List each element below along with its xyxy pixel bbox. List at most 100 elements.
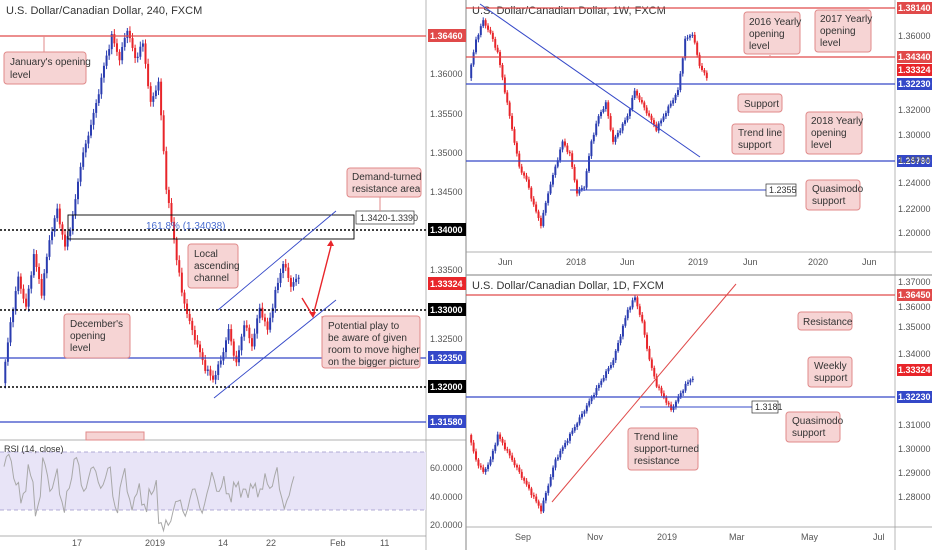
d-level-3223-value: 1.32230: [898, 392, 931, 402]
d-y-tick-7: 1.28000: [898, 492, 931, 502]
left-candle: [22, 288, 25, 299]
left-candle: [71, 215, 74, 231]
left-y-tick-3: 1.34500: [430, 187, 463, 197]
weekly-candle: [479, 26, 482, 35]
dec-open-line-1: December's: [70, 319, 123, 330]
weekly-candle: [700, 65, 703, 70]
left-candle: [209, 369, 212, 376]
left-candle: [126, 30, 129, 38]
weekly-candle: [648, 113, 651, 116]
daily-candle: [612, 360, 615, 366]
d-level-3332-value: 1.33324: [898, 365, 931, 375]
daily-candle: [624, 318, 627, 326]
left-candle: [92, 112, 95, 125]
left-candle: [297, 277, 300, 279]
weekly-candle: [633, 90, 636, 98]
weekly-candle: [527, 179, 530, 188]
left-candle: [89, 124, 92, 136]
w-level-2579-tag: [897, 155, 932, 167]
left-candle: [136, 56, 139, 58]
left-candle: [243, 325, 246, 337]
daily-candle: [636, 297, 639, 307]
daily-title: U.S. Dollar/Canadian Dollar, 1D, FXCM: [472, 280, 664, 292]
weekly-candle: [554, 166, 557, 175]
daily-candle: [573, 427, 576, 431]
left-candle: [279, 273, 282, 283]
left-candle: [25, 298, 28, 307]
left-title: U.S. Dollar/Canadian Dollar, 240, FXCM: [6, 5, 202, 17]
level-1-3400-tag: [428, 223, 466, 236]
daily-candle: [528, 484, 531, 489]
left-candle: [139, 46, 142, 57]
daily-candle: [578, 417, 581, 424]
weekly-candle: [503, 77, 506, 93]
left-x-tick-0: 17: [72, 538, 82, 548]
weekly-candle: [600, 112, 603, 117]
rsi-tick-0: 60.0000: [430, 463, 463, 473]
w-y-tick-5: 1.22000: [898, 204, 931, 214]
level-1-3332-value: 1.33324: [430, 279, 463, 289]
level-1-3400-value: 1.34000: [430, 225, 463, 235]
daily-candle: [682, 390, 685, 394]
weekly-candle: [705, 72, 708, 79]
daily-candle: [619, 336, 622, 343]
daily-candle: [662, 393, 665, 398]
weekly-candle: [664, 113, 667, 117]
w-quasi-tag: [765, 183, 797, 197]
left-candle: [180, 272, 183, 293]
d-trend-line-3: resistance: [634, 456, 680, 467]
level-1-3646-tag: [428, 29, 466, 42]
daily-candle: [552, 467, 555, 478]
left-candle: [152, 96, 155, 102]
weekly-candle: [537, 211, 540, 218]
left-candle: [66, 236, 69, 247]
weekly-candle: [597, 116, 600, 124]
w-trend-line: [479, 3, 701, 158]
left-candle: [58, 208, 61, 225]
left-candle: [212, 375, 215, 380]
channel-line-2: ascending: [194, 261, 240, 272]
daily-candle: [542, 500, 545, 512]
d-y-tick-3: 1.34000: [898, 349, 931, 359]
daily-candle: [638, 306, 641, 315]
callout-trend-daily: Trend line support-turned resistance: [627, 427, 699, 471]
weekly-candle: [657, 123, 660, 131]
left-candle: [128, 30, 131, 39]
left-candle: [289, 277, 292, 287]
y2018-line-3: level: [811, 140, 832, 151]
weekly-candle: [573, 166, 576, 181]
left-candle: [193, 330, 196, 341]
level-1-3158-value: 1.31580: [430, 417, 463, 427]
daily-candle: [595, 388, 598, 395]
left-candle: [258, 307, 261, 319]
weekly-candle: [482, 20, 485, 27]
left-x-tick-5: 11: [380, 538, 389, 548]
daily-candle: [576, 423, 579, 428]
left-candle: [87, 135, 90, 144]
callout-2016: 2016 Yearly opening level: [743, 11, 801, 57]
left-candle: [165, 151, 168, 190]
left-candle: [35, 254, 38, 267]
left-candle: [108, 49, 111, 56]
daily-candle: [581, 413, 583, 418]
weekly-candle: [513, 129, 516, 143]
daily-candle: [674, 401, 677, 407]
daily-candle: [585, 405, 588, 412]
w-x-tick-0: Jun: [498, 257, 513, 267]
daily-candle: [626, 309, 629, 319]
daily-candle: [602, 377, 605, 381]
d-level-3645-value: 1.36450: [898, 290, 931, 300]
left-candle: [186, 303, 189, 314]
weekly-candle: [691, 34, 694, 36]
left-candle: [295, 278, 298, 283]
weekly-candle: [660, 120, 663, 124]
daily-candle: [679, 393, 682, 397]
weekly-candle: [638, 95, 641, 100]
w-x-tick-5: 2020: [808, 257, 828, 267]
left-candle: [38, 266, 41, 279]
level-1-3332-tag: [428, 277, 466, 290]
support-line-1: Support: [744, 99, 779, 110]
left-candle: [4, 361, 7, 384]
daily-candle: [597, 384, 600, 389]
weekly-candle: [585, 171, 588, 188]
